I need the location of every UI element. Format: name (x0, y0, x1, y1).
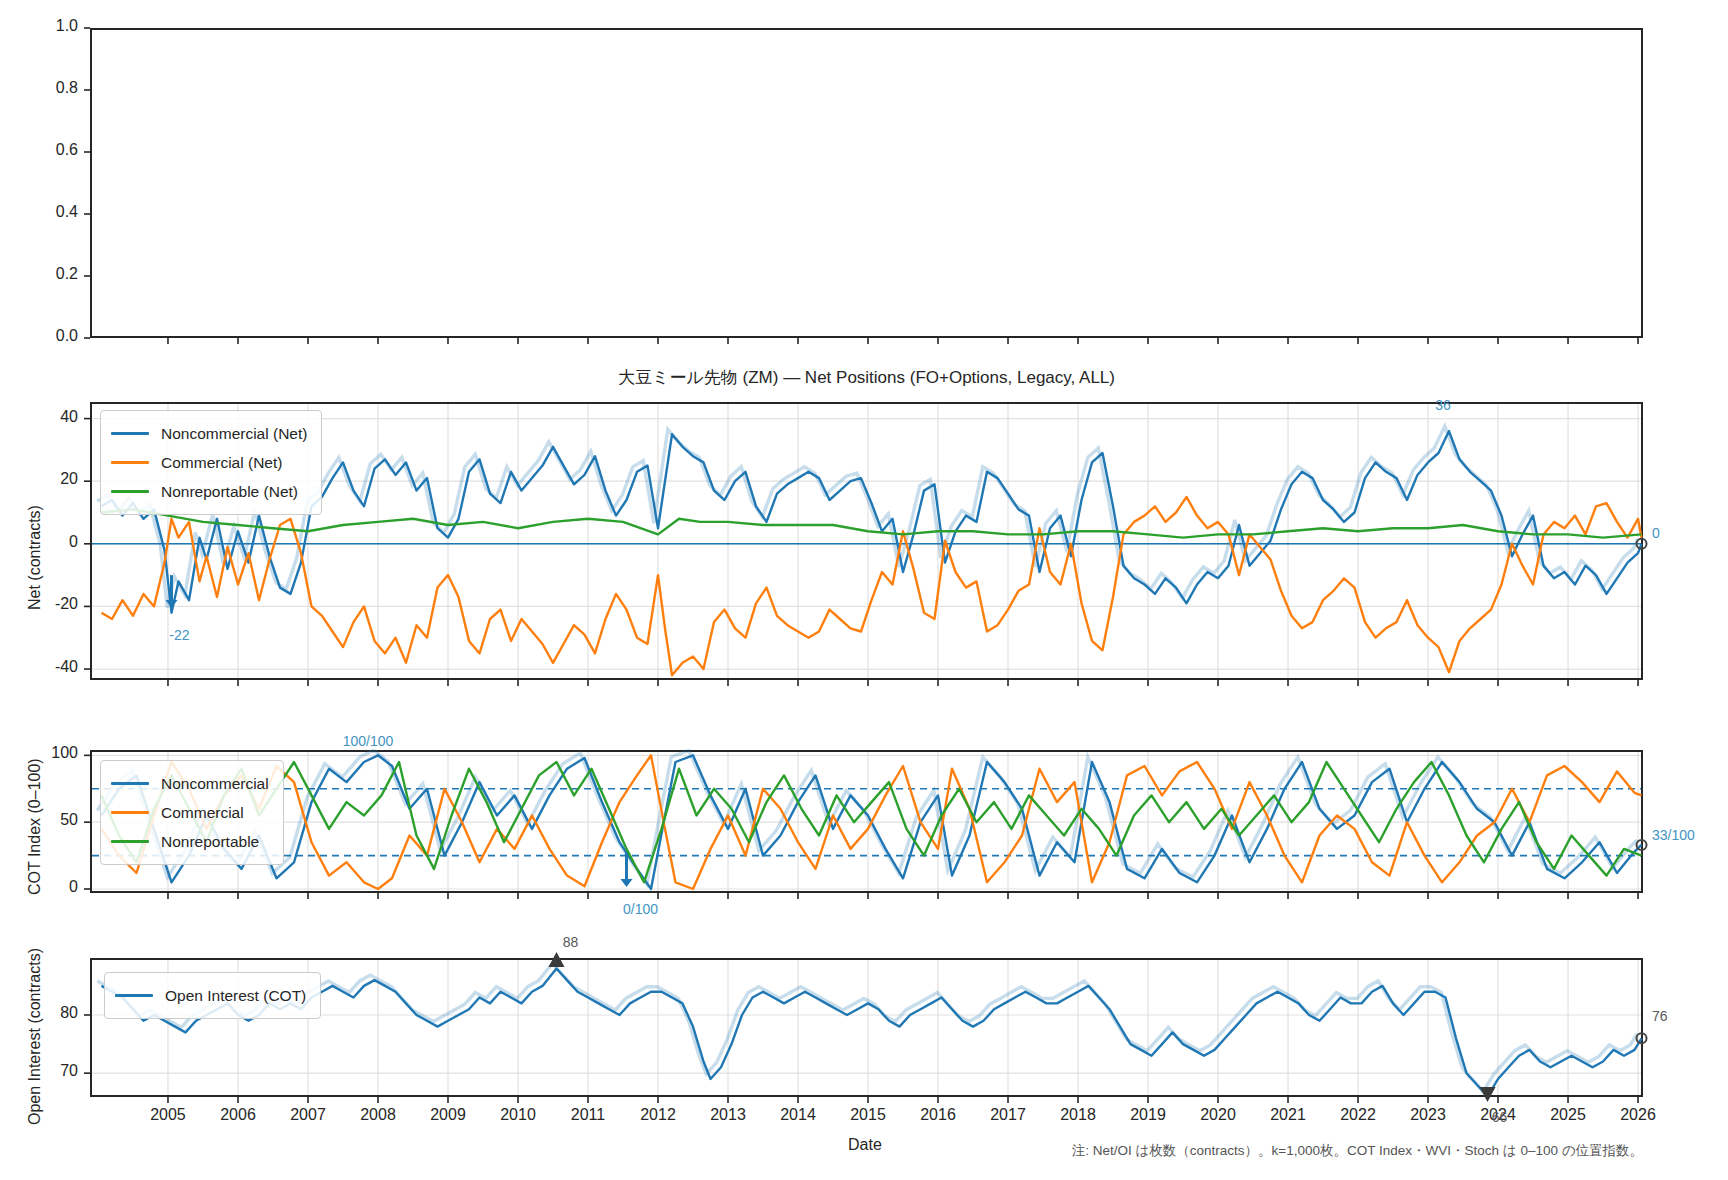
y-axis-label-net: Net (contracts) (26, 505, 44, 610)
y-tick-label: -20 (0, 595, 78, 613)
x-tick-label: 2012 (628, 1106, 688, 1124)
y-tick-label: 0.2 (0, 265, 78, 283)
x-tick-label: 2005 (138, 1106, 198, 1124)
y-tick-label: 20 (0, 470, 78, 488)
x-tick-label: 2013 (698, 1106, 758, 1124)
legend-net-positions: Noncommercial (Net) Commercial (Net) Non… (100, 410, 322, 515)
y-tick-label: 0 (0, 878, 78, 896)
x-tick-label: 2006 (208, 1106, 268, 1124)
y-tick-label: 0.4 (0, 203, 78, 221)
annotation-label: 36 (1383, 397, 1503, 413)
legend-cot-index: Noncommercial Commercial Nonreportable (100, 760, 284, 865)
y-tick-label: 0 (0, 533, 78, 551)
legend-item-commercial: Commercial (111, 798, 269, 827)
x-tick-label: 2020 (1188, 1106, 1248, 1124)
x-tick-label: 2011 (558, 1106, 618, 1124)
legend-line-swatch (111, 782, 149, 785)
x-tick-label: 2008 (348, 1106, 408, 1124)
annotation-label: 100/100 (308, 733, 428, 749)
legend-line-swatch (111, 461, 149, 464)
x-tick-label: 2010 (488, 1106, 548, 1124)
legend-item-label: Noncommercial (161, 775, 269, 793)
annotation-label: 0/100 (580, 901, 700, 917)
x-tick-label: 2022 (1328, 1106, 1388, 1124)
legend-item-label: Commercial (161, 804, 244, 822)
y-tick-label: -40 (0, 658, 78, 676)
legend-item-label: Noncommercial (Net) (161, 425, 307, 443)
footnote-text: 注: Net/OI は枚数（contracts）。k=1,000枚。COT In… (1072, 1142, 1643, 1160)
legend-line-swatch (115, 994, 153, 997)
x-tick-label: 2014 (768, 1106, 828, 1124)
panel-open-interest (90, 958, 1643, 1097)
x-tick-label: 2019 (1118, 1106, 1178, 1124)
x-tick-label: 2018 (1048, 1106, 1108, 1124)
legend-line-swatch (111, 811, 149, 814)
y-tick-label: 0.8 (0, 79, 78, 97)
x-tick-label: 2015 (838, 1106, 898, 1124)
legend-item-nonreportable: Nonreportable (111, 827, 269, 856)
y-tick-label: 1.0 (0, 17, 78, 35)
panel-empty (90, 28, 1643, 338)
y-tick-label: 0.0 (0, 327, 78, 345)
legend-item-label: Open Interest (COT) (165, 987, 306, 1005)
x-tick-label: 2026 (1608, 1106, 1668, 1124)
legend-line-swatch (111, 840, 149, 843)
chart-title: 大豆ミール先物 (ZM) — Net Positions (FO+Options… (90, 366, 1643, 389)
y-axis-label-open-interest: Open Interest (contracts) (26, 948, 44, 1125)
y-tick-label: 70 (0, 1062, 78, 1080)
y-tick-label: 40 (0, 408, 78, 426)
y-tick-label: 50 (0, 811, 78, 829)
y-tick-label: 100 (0, 744, 78, 762)
panel-cot-index (90, 750, 1643, 893)
y-tick-label: 0.6 (0, 141, 78, 159)
annotation-label: 88 (510, 934, 630, 950)
legend-item-label: Commercial (Net) (161, 454, 282, 472)
annotation-label: 66 (1440, 1109, 1560, 1125)
annotation-label: 33/100 (1652, 827, 1695, 843)
x-tick-label: 2016 (908, 1106, 968, 1124)
legend-open-interest: Open Interest (COT) (104, 972, 321, 1019)
legend-item-label: Nonreportable (Net) (161, 483, 298, 501)
legend-item-noncommercial-net: Noncommercial (Net) (111, 419, 307, 448)
annotation-label: 0 (1652, 525, 1660, 541)
x-tick-label: 2017 (978, 1106, 1038, 1124)
legend-line-swatch (111, 432, 149, 435)
annotation-label: 76 (1652, 1008, 1668, 1024)
figure: 大豆ミール先物 (ZM) — Net Positions (FO+Options… (0, 0, 1728, 1180)
annotation-label: -22 (119, 627, 239, 643)
legend-item-noncommercial: Noncommercial (111, 769, 269, 798)
legend-item-open-interest: Open Interest (COT) (115, 981, 306, 1010)
legend-item-nonreportable-net: Nonreportable (Net) (111, 477, 307, 506)
x-tick-label: 2007 (278, 1106, 338, 1124)
x-tick-label: 2009 (418, 1106, 478, 1124)
x-tick-label: 2021 (1258, 1106, 1318, 1124)
legend-line-swatch (111, 490, 149, 493)
legend-item-label: Nonreportable (161, 833, 259, 851)
y-tick-label: 80 (0, 1004, 78, 1022)
x-axis-label: Date (848, 1136, 882, 1154)
legend-item-commercial-net: Commercial (Net) (111, 448, 307, 477)
panel-net-positions (90, 402, 1643, 680)
